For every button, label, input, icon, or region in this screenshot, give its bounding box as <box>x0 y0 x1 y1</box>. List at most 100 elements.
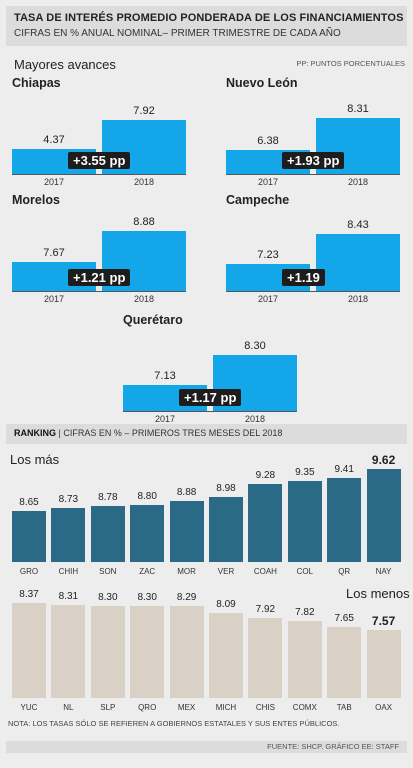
value-label-2017: 7.23 <box>257 249 279 261</box>
value-label-2018: 8.43 <box>347 219 369 231</box>
top-value-label: 8.98 <box>216 483 236 494</box>
year-label: 2017 <box>154 414 176 424</box>
top-bar <box>51 508 86 562</box>
top-category-label: COL <box>296 567 314 576</box>
change-badge: +1.21 pp <box>68 269 131 286</box>
top-category-label: NAY <box>375 567 392 576</box>
top-category-label: QR <box>338 567 351 576</box>
top-bar <box>12 511 46 562</box>
bottom-category-label: CHIS <box>255 703 275 712</box>
bottom-value-label: 8.09 <box>216 599 236 610</box>
top-category-label: MOR <box>177 567 196 576</box>
bottom-category-label: NL <box>63 703 74 712</box>
bottom-value-label: 7.57 <box>371 614 396 628</box>
bottom-category-label: TAB <box>336 703 352 712</box>
bottom-value-label: 7.65 <box>334 613 354 624</box>
year-label: 2018 <box>133 177 155 187</box>
state-label: Nuevo León <box>226 76 298 90</box>
bottom-category-label: MICH <box>215 703 237 712</box>
bottom-value-label: 8.37 <box>19 589 39 600</box>
year-label: 2017 <box>257 294 279 304</box>
value-label-2018: 8.30 <box>244 340 266 352</box>
bottom-bar <box>327 627 362 698</box>
state-label: Morelos <box>12 193 60 207</box>
bar-2018 <box>316 234 400 291</box>
top-value-label: 8.88 <box>176 487 197 498</box>
ranking-text: RANKING | CIFRAS EN % – PRIMEROS TRES ME… <box>14 428 282 438</box>
ranking-header: RANKING | CIFRAS EN % – PRIMEROS TRES ME… <box>6 424 407 444</box>
bottom-value-label: 8.30 <box>137 592 157 603</box>
bottom-value-label: 7.82 <box>295 607 315 618</box>
baseline <box>12 174 186 175</box>
change-badge: +1.17 pp <box>179 389 242 406</box>
value-label-2018: 8.31 <box>347 103 369 115</box>
top-category-label: COAH <box>253 567 277 576</box>
top-category-label: GRO <box>19 567 39 576</box>
year-label: 2017 <box>43 177 65 187</box>
year-label: 2018 <box>347 177 369 187</box>
change-badge: +1.93 pp <box>282 152 345 169</box>
top-value-label: 9.41 <box>334 464 354 475</box>
bottom-group-label: Los menos <box>346 586 410 601</box>
bottom-category-label: COMX <box>292 703 317 712</box>
bottom-category-label: SLP <box>100 703 116 712</box>
change-badge: +1.19 <box>282 269 325 286</box>
footnote: NOTA: LOS TASAS SÓLO SE REFIEREN A GOBIE… <box>8 719 340 728</box>
bottom-bar <box>51 605 86 698</box>
baseline <box>12 291 186 292</box>
bottom-bar <box>366 630 401 698</box>
state-label: Querétaro <box>123 313 183 327</box>
change-badge: +3.55 pp <box>68 152 131 169</box>
top-bar <box>209 497 243 562</box>
top-bar <box>327 478 362 562</box>
advances-section-title: Mayores avances <box>14 57 116 72</box>
top-category-label: ZAC <box>139 567 156 576</box>
baseline <box>123 411 297 412</box>
bottom-bar <box>248 618 283 698</box>
top-value-label: 8.65 <box>19 497 39 508</box>
top-bar <box>366 469 401 562</box>
baseline <box>226 291 400 292</box>
top-value-label: 9.62 <box>371 453 396 467</box>
bottom-bar <box>287 621 322 698</box>
top-bar <box>287 481 322 562</box>
top-bar <box>169 501 204 562</box>
top-category-label: CHIH <box>58 567 79 576</box>
ranking-description: | CIFRAS EN % – PRIMEROS TRES MESES DEL … <box>58 428 283 438</box>
source-credit: FUENTE: SHCP. GRÁFICO EE: STAFF <box>267 742 399 751</box>
bottom-value-label: 7.92 <box>255 604 276 615</box>
bottom-bar <box>130 606 165 698</box>
top-bar <box>248 484 283 562</box>
bottom-category-label: OAX <box>375 703 393 712</box>
year-label: 2017 <box>43 294 65 304</box>
top-bar <box>130 505 165 562</box>
bottom-category-label: QRO <box>138 703 157 712</box>
bottom-value-label: 8.30 <box>98 592 118 603</box>
year-label: 2018 <box>347 294 369 304</box>
year-label: 2018 <box>244 414 266 424</box>
year-label: 2018 <box>133 294 155 304</box>
top-category-label: VER <box>217 567 235 576</box>
baseline <box>226 174 400 175</box>
value-label-2017: 7.13 <box>154 370 176 382</box>
bottom-value-label: 8.29 <box>176 592 197 603</box>
bottom-category-label: YUC <box>20 703 38 712</box>
top-value-label: 8.73 <box>58 494 79 505</box>
value-label-2017: 4.37 <box>43 134 65 146</box>
bottom-category-label: MEX <box>177 703 196 712</box>
pp-note: PP: PUNTOS PORCENTUALES <box>296 59 405 68</box>
top-value-label: 8.78 <box>98 492 118 503</box>
state-label: Campeche <box>226 193 290 207</box>
top-group-label: Los más <box>10 452 60 467</box>
bottom-value-label: 8.31 <box>58 591 79 602</box>
value-label-2017: 7.67 <box>43 247 65 259</box>
value-label-2018: 7.92 <box>133 105 155 117</box>
bottom-bar <box>12 603 46 698</box>
top-category-label: SON <box>99 567 117 576</box>
top-value-label: 9.28 <box>255 470 276 481</box>
chart-title: TASA DE INTERÉS PROMEDIO PONDERADA DE LO… <box>14 12 404 24</box>
top-value-label: 8.80 <box>137 491 157 502</box>
state-label: Chiapas <box>12 76 61 90</box>
value-label-2018: 8.88 <box>133 216 155 228</box>
bottom-bar <box>169 606 204 698</box>
